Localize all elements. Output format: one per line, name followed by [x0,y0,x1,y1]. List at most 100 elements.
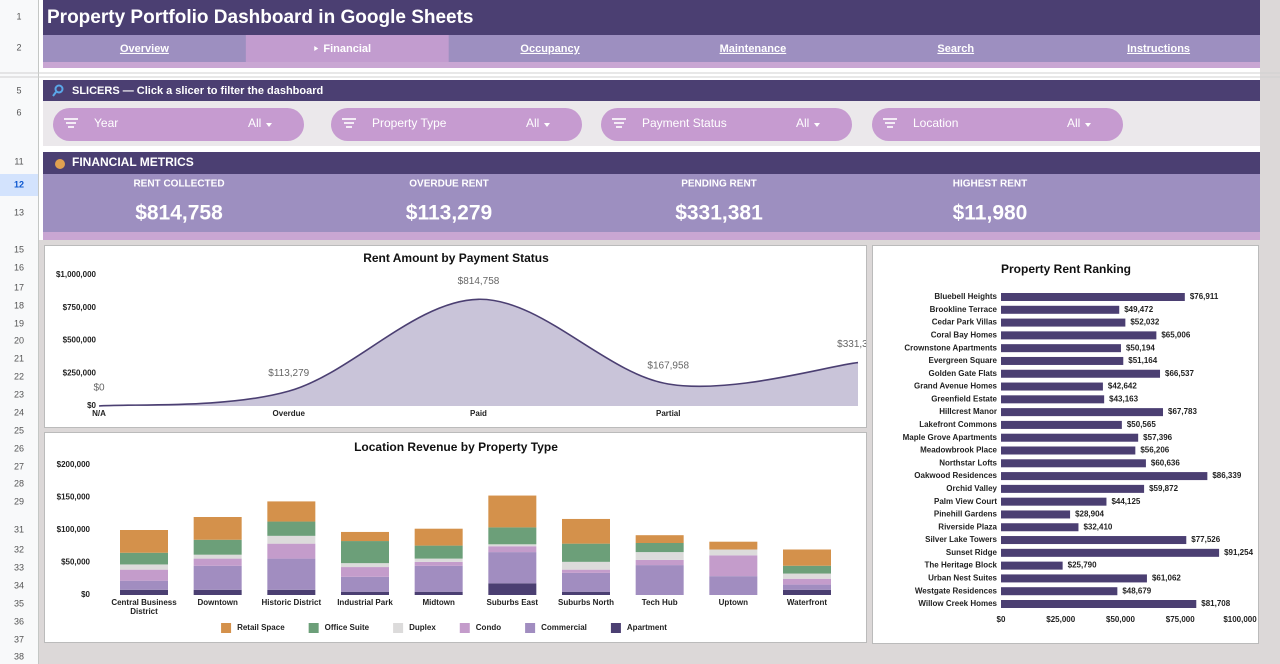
bar-segment [562,561,610,570]
slicer[interactable] [601,108,852,141]
y-tick-label: $1,000,000 [56,270,97,279]
value-label: $50,565 [1127,420,1156,429]
metric-value: $11,980 [953,202,1028,225]
bar-segment [341,541,389,564]
tab[interactable]: Occupancy [520,43,580,55]
y-tick-label: Northstar Lofts [939,458,997,467]
tab[interactable]: Maintenance [720,43,787,55]
bar [1001,497,1107,506]
bar-segment [193,517,242,540]
slicer[interactable] [53,108,304,141]
row-number: 19 [14,318,24,328]
slicer-value: All [526,116,539,130]
row-number: 2 [16,42,21,52]
row-number: 35 [14,598,24,608]
y-tick-label: Silver Lake Towers [925,535,997,544]
bar-segment [562,569,610,573]
bar [1001,446,1136,455]
legend-label: Office Suite [325,623,370,632]
row-number: 24 [14,407,24,417]
tab[interactable]: Overview [120,43,169,55]
y-tick-label: Orchid Valley [946,484,997,493]
row-number: 22 [14,371,24,381]
bar-segment [414,565,463,592]
y-tick-label: Hillcrest Manor [939,407,997,416]
value-label: $42,642 [1108,382,1137,391]
y-tick-label: $50,000 [61,558,90,567]
row-number: 20 [14,335,24,345]
bar [1001,293,1185,301]
y-tick-label: Pinehill Gardens [934,510,998,519]
bar-segment [562,591,610,595]
row-number: 27 [14,461,24,471]
y-tick-label: Urban Nest Suites [928,574,997,583]
row-number: 11 [14,156,23,166]
bar-segment [120,564,168,570]
value-label: $52,032 [1130,318,1159,327]
value-label: $81,708 [1201,599,1230,608]
legend-swatch [221,623,232,633]
x-tick-label: Suburbs North [558,598,614,607]
bar-segment [783,589,831,595]
bar-segment [414,561,463,566]
tab[interactable]: Financial [323,43,371,55]
y-tick-label: Cedar Park Villas [932,318,998,327]
y-tick-label: Palm View Court [934,497,997,506]
row-number: 16 [14,262,24,272]
y-tick-label: Crownstone Apartments [904,343,997,352]
metric-value: $814,758 [135,202,223,225]
value-label: $0 [93,383,105,394]
row-number: 6 [16,107,21,117]
row-number: 13 [14,207,24,217]
x-tick-label: $50,000 [1106,615,1135,624]
bar-segment [562,543,610,562]
bar-segment [193,558,242,566]
slicer[interactable] [331,108,582,141]
chart-title: Rent Amount by Payment Status [363,251,549,265]
value-label: $25,790 [1068,561,1097,570]
value-label: $67,783 [1168,407,1197,416]
bar-segment [709,541,758,550]
row-number: 34 [14,580,24,590]
slicer-value: All [796,116,809,130]
bar [1001,356,1124,365]
bar-segment [488,544,537,547]
y-tick-label: Willow Creek Homes [918,599,997,608]
bar-segment [267,543,316,559]
bar-segment [414,528,463,546]
chart-title: Property Rent Ranking [1001,262,1131,276]
y-tick-label: The Heritage Block [925,561,998,570]
value-label: $48,679 [1122,586,1151,595]
x-tick-label: Industrial Park [337,598,393,607]
tab[interactable]: Search [937,43,974,55]
chart-title: Location Revenue by Property Type [354,440,558,454]
bar-segment [783,573,831,579]
bar-segment [120,552,168,565]
bar-segment [267,521,316,536]
x-tick-label: Historic District [262,598,322,607]
y-tick-label: Riverside Plaza [938,522,997,531]
bar [1001,344,1121,353]
row-number: 21 [14,353,24,363]
bar-segment [341,563,389,568]
y-tick-label: $100,000 [57,525,91,534]
legend-swatch [525,623,536,633]
y-tick-label: $0 [81,590,90,599]
value-label: $77,526 [1191,535,1220,544]
tab-bar [43,35,1260,62]
y-tick-label: Maple Grove Apartments [903,433,998,442]
bar-segment [562,518,610,544]
y-tick-label: Coral Bay Homes [931,330,998,339]
x-tick-label: Central Business District [111,598,177,616]
slicer[interactable] [872,108,1123,141]
legend-swatch [393,623,404,633]
bar-segment [635,535,684,543]
bar-segment [193,554,242,559]
x-tick-label: Tech Hub [642,598,678,607]
bar-segment [193,589,242,595]
row-number: 38 [14,651,24,661]
metrics-title: FINANCIAL METRICS [72,155,194,169]
value-label: $59,872 [1149,484,1178,493]
title-bar [43,0,1260,35]
tab[interactable]: Instructions [1127,43,1190,55]
